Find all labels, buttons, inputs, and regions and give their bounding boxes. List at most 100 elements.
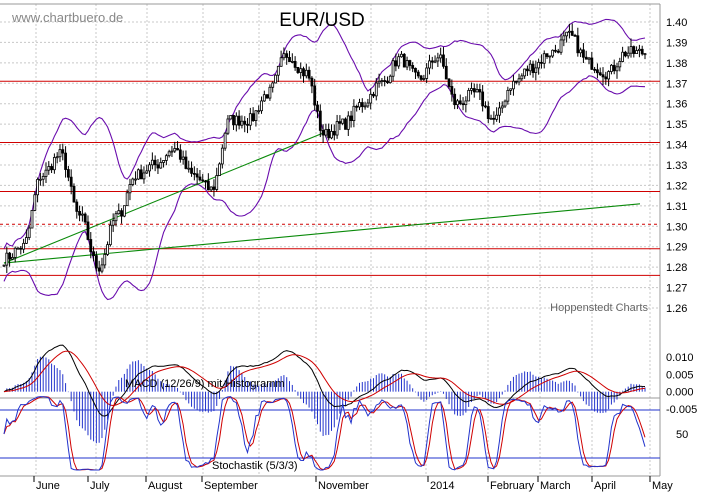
price-tick-label: 1.26 [666,303,687,315]
candle-body [286,54,288,58]
candle-body [305,70,307,75]
price-tick-label: 1.38 [666,58,687,70]
candle-body [585,57,587,59]
candle-body [582,50,584,57]
candle-body [400,54,402,56]
candle-body [389,76,391,82]
macd-label: MACD (12/26/9) mit Histogramm [125,378,285,390]
x-tick-label: May [652,480,673,492]
candle-body [372,94,374,96]
candle-body [31,210,33,228]
candle-body [591,58,593,69]
candle-body [238,116,240,125]
price-tick-label: 1.36 [666,99,687,111]
candle-body [263,95,265,101]
candle-body [118,211,120,214]
candle-body [272,83,274,87]
candle-body [538,62,540,68]
candle-body [507,90,509,101]
macd-tick-label: -0.005 [666,404,697,416]
candle-body [490,118,492,119]
candle-body [283,54,285,58]
candle-body [6,253,8,265]
candle-body [314,86,316,105]
candle-body [498,108,500,115]
candle-body [37,179,39,194]
candle-body [448,79,450,86]
candle-body [406,61,408,68]
candle-body [344,119,346,129]
candle-body [428,61,430,68]
candle-body [109,225,111,244]
candle-body [308,70,310,78]
candle-body [532,64,534,72]
candle-body [501,106,503,108]
candle-body [414,68,416,72]
x-tick-label: February [490,480,535,492]
watermark: www.chartbuero.de [11,10,123,25]
candle-body [512,81,514,89]
candle-body [353,106,355,120]
candle-body [336,122,338,135]
candle-body [535,68,537,73]
price-tick-label: 1.30 [666,221,687,233]
candle-body [261,101,263,111]
candle-body [434,61,436,62]
candle-body [347,116,349,129]
candle-body [297,67,299,72]
candle-body [188,168,190,169]
candle-body [154,160,156,165]
candle-body [549,56,551,57]
candle-body [431,61,433,62]
candle-body [325,129,327,135]
x-tick-label: April [594,480,616,492]
candle-body [451,86,453,94]
candle-body [518,79,520,82]
candle-body [42,176,44,179]
candle-body [216,176,218,190]
price-tick-label: 1.29 [666,242,687,254]
candle-body [356,106,358,107]
candle-body [73,186,75,202]
candle-body [123,206,125,216]
candle-body [364,106,366,107]
candle-body [412,65,414,68]
candle-body [56,157,58,158]
candle-body [330,131,332,137]
candle-body [409,61,411,66]
candle-body [627,53,629,56]
candle-body [17,248,19,249]
candle-body [311,78,313,86]
candle-body [199,177,201,180]
candle-body [521,76,523,79]
candle-body [442,55,444,66]
candle-body [540,62,542,63]
candle-body [252,114,254,121]
candle-body [423,78,425,79]
candle-body [303,69,305,76]
candle-body [11,257,13,259]
candle-body [395,61,397,66]
candle-body [280,58,282,67]
candle-body [65,153,67,169]
candle-body [619,61,621,66]
candle-body [633,47,635,54]
candle-body [580,50,582,53]
candle-body [468,90,470,101]
candle-body [291,61,293,62]
candle-body [554,50,556,51]
candle-body [20,248,22,249]
candle-body [227,119,229,133]
candle-body [115,214,117,221]
candle-body [101,265,103,271]
candle-body [126,193,128,206]
candle-body [526,69,528,71]
candle-body [403,54,405,67]
candle-body [132,179,134,184]
candle-body [328,129,330,137]
price-tick-label: 1.34 [666,140,687,152]
candle-body [420,76,422,79]
candle-body [294,61,296,67]
candle-body [121,211,123,216]
candle-body [476,89,478,91]
